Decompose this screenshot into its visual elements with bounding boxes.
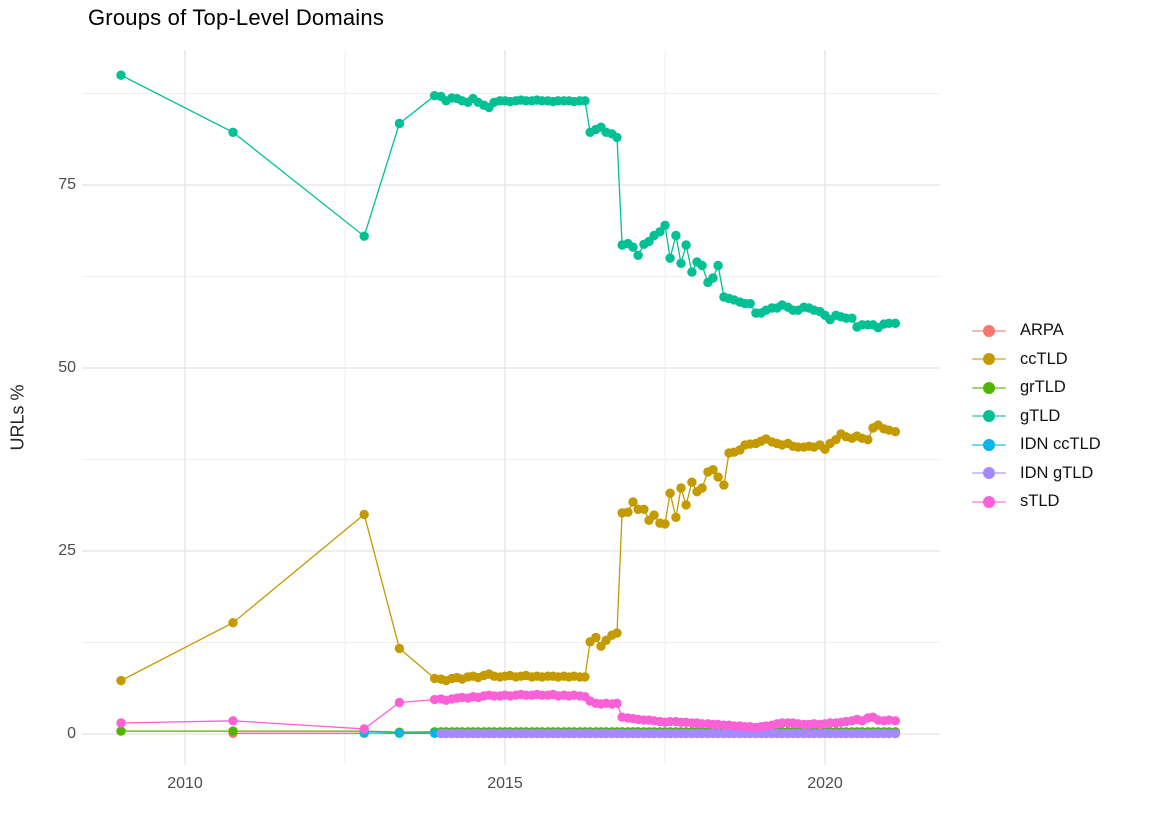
- y-tick-label: 50: [58, 359, 76, 376]
- legend-item-label: ARPA: [1020, 321, 1064, 339]
- legend-key-icon: [972, 407, 1006, 425]
- data-point: [676, 258, 686, 268]
- data-point: [890, 728, 901, 739]
- data-point: [612, 698, 622, 708]
- data-point: [628, 242, 638, 252]
- series-idn-gtld: [436, 728, 901, 739]
- data-point: [890, 318, 901, 328]
- legend-item-label: gTLD: [1020, 406, 1061, 425]
- legend-key-icon: [972, 464, 1006, 482]
- data-point: [708, 465, 718, 475]
- data-point: [863, 435, 873, 445]
- legend-item-grtld: grTLD: [972, 377, 1101, 398]
- data-point: [394, 643, 405, 654]
- legend-item-label: grTLD: [1020, 378, 1066, 396]
- data-point: [591, 632, 601, 643]
- data-point: [228, 127, 238, 137]
- data-point: [623, 507, 633, 517]
- data-point: [639, 504, 649, 514]
- legend-key-icon: [972, 436, 1006, 454]
- data-point: [359, 231, 369, 241]
- data-point: [665, 488, 675, 498]
- legend-key-icon: [972, 379, 1006, 397]
- series-arpa: [228, 728, 369, 738]
- data-point: [671, 230, 681, 241]
- series-stld: [116, 689, 901, 734]
- legend-key-icon: [972, 322, 1006, 340]
- data-point: [660, 220, 670, 230]
- data-point: [708, 273, 718, 283]
- data-point: [612, 628, 622, 638]
- data-point: [116, 718, 126, 728]
- data-point: [697, 260, 707, 271]
- y-tick-label: 75: [58, 176, 76, 193]
- data-point: [681, 240, 691, 250]
- data-point: [580, 672, 590, 682]
- data-point: [228, 716, 238, 726]
- data-point: [359, 509, 369, 520]
- data-point: [719, 480, 729, 490]
- y-tick-label: 25: [58, 542, 76, 559]
- series-line: [120, 74, 896, 329]
- data-point: [655, 227, 665, 237]
- legend-item-label: sTLD: [1020, 492, 1060, 510]
- chart-title: Groups of Top-Level Domains: [88, 5, 385, 30]
- data-point: [116, 70, 126, 80]
- legend-item-idn-gtld: IDN gTLD: [972, 463, 1101, 484]
- x-tick-label: 2010: [167, 775, 203, 792]
- legend-item-gtld: gTLD: [972, 406, 1101, 427]
- legend-item-cctld: ccTLD: [972, 349, 1101, 370]
- legend-item-label: IDN gTLD: [1020, 463, 1094, 482]
- data-point: [228, 726, 238, 736]
- data-point: [359, 724, 369, 734]
- data-point: [649, 510, 659, 520]
- data-point: [687, 477, 697, 487]
- legend-key-icon: [972, 350, 1006, 368]
- data-point: [687, 267, 697, 277]
- data-point: [671, 512, 681, 522]
- data-point: [665, 253, 675, 263]
- legend: ARPA ccTLD grTLD gTLD IDN ccTLD IDN gTLD sTLD: [972, 320, 1101, 512]
- data-point: [681, 500, 691, 510]
- data-point: [628, 497, 638, 507]
- data-point: [633, 250, 643, 260]
- data-point: [394, 118, 405, 129]
- data-point: [697, 483, 707, 493]
- legend-item-stld: sTLD: [972, 491, 1101, 512]
- legend-item-label: ccTLD: [1020, 349, 1068, 368]
- data-point: [713, 260, 723, 271]
- data-point: [745, 298, 755, 309]
- data-point: [847, 313, 857, 323]
- data-point: [116, 675, 126, 686]
- data-point: [394, 728, 405, 738]
- data-point: [713, 472, 723, 482]
- data-point: [890, 427, 901, 437]
- y-tick-label: 0: [67, 725, 76, 742]
- x-tick-label: 2015: [487, 775, 523, 792]
- data-point: [890, 716, 901, 726]
- series-gtld: [116, 70, 901, 333]
- data-point: [580, 96, 590, 106]
- series-cctld: [116, 420, 901, 686]
- data-point: [612, 132, 622, 143]
- legend-item-label: IDN ccTLD: [1020, 435, 1101, 453]
- data-point: [228, 618, 238, 628]
- data-point: [116, 726, 126, 736]
- legend-key-icon: [972, 493, 1006, 511]
- data-point: [660, 519, 670, 529]
- data-point: [394, 697, 405, 708]
- x-tick-label: 2020: [807, 775, 843, 792]
- data-point: [676, 483, 686, 493]
- legend-item-arpa: ARPA: [972, 320, 1101, 341]
- legend-item-idn-cctld: IDN ccTLD: [972, 434, 1101, 455]
